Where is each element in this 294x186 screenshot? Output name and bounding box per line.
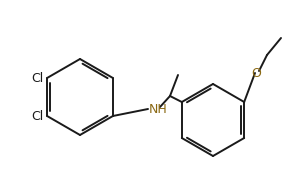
Text: NH: NH: [149, 102, 168, 116]
Text: Cl: Cl: [31, 110, 43, 123]
Text: O: O: [251, 67, 261, 79]
Text: Cl: Cl: [31, 71, 43, 84]
